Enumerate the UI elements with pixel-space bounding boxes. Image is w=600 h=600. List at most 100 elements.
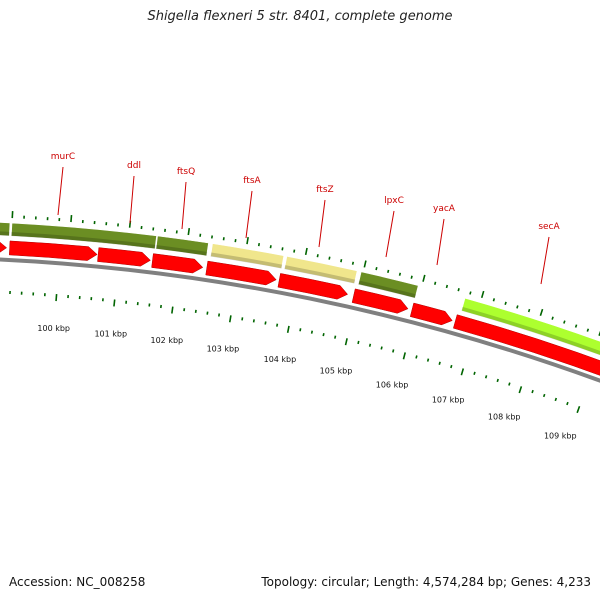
- gene-label-leader-ftsQ: [181, 181, 187, 230]
- forward-feature-shade-7: [461, 306, 600, 356]
- inner-tick: [322, 332, 325, 337]
- outer-tick: [340, 259, 343, 263]
- outer-tick: [70, 214, 73, 223]
- inner-tick: [518, 386, 523, 394]
- gene-arrow-2: [9, 240, 98, 261]
- forward-feature-shade-5: [284, 265, 356, 284]
- inner-tick: [438, 361, 441, 365]
- inner-tick: [310, 330, 314, 334]
- inner-tick: [576, 405, 581, 414]
- scale-label-106-kbp: 106 kbp: [376, 380, 409, 389]
- gene-label-leader-ftsZ: [318, 199, 326, 248]
- inner-tick: [380, 346, 383, 350]
- inner-tick: [508, 382, 511, 386]
- outer-tick: [328, 256, 331, 260]
- scale-label-103-kbp: 103 kbp: [207, 345, 240, 354]
- inner-tick: [484, 375, 488, 379]
- scale-label-104-kbp: 104 kbp: [264, 355, 297, 364]
- outer-tick: [516, 305, 519, 309]
- gene-arrow-9: [453, 314, 600, 376]
- forward-feature-2: [10, 222, 157, 250]
- outer-tick: [351, 261, 355, 265]
- inner-tick: [566, 401, 569, 406]
- backbone-arc: [0, 257, 600, 383]
- outer-tick: [469, 291, 472, 295]
- gene-arrow-6: [277, 273, 349, 300]
- gene-label-ftsA: ftsA: [243, 176, 261, 186]
- outer-tick: [433, 281, 437, 285]
- inner-tick: [392, 349, 395, 353]
- inner-tick: [241, 317, 244, 321]
- inner-tick: [450, 364, 453, 369]
- inner-tick: [473, 371, 476, 375]
- scale-label-101-kbp: 101 kbp: [94, 329, 127, 338]
- gene-label-ftsZ: ftsZ: [316, 185, 333, 195]
- forward-feature-4: [210, 243, 285, 269]
- inner-tick: [531, 389, 534, 394]
- outer-tick: [316, 254, 319, 258]
- gene-label-leader-ddl: [129, 175, 135, 224]
- gene-label-ddl: ddl: [127, 161, 141, 171]
- scale-label-107-kbp: 107 kbp: [432, 396, 465, 405]
- scale-label-102-kbp: 102 kbp: [151, 336, 184, 345]
- outer-tick: [363, 260, 367, 268]
- outer-tick: [387, 269, 390, 274]
- outer-tick: [539, 308, 544, 317]
- inner-tick: [252, 319, 255, 323]
- scale-label-100-kbp: 100 kbp: [37, 324, 70, 333]
- outer-tick: [480, 290, 485, 299]
- gene-label-lpxC: lpxC: [384, 196, 404, 206]
- inner-tick: [286, 325, 290, 333]
- inner-tick: [402, 352, 406, 360]
- outer-tick: [504, 301, 507, 305]
- gene-arrow-3: [97, 247, 151, 267]
- forward-feature-5: [284, 255, 358, 284]
- outer-tick: [422, 274, 426, 282]
- inner-tick: [299, 328, 302, 332]
- accession-text: Accession: NC_008258: [9, 575, 146, 589]
- outer-tick: [445, 284, 449, 289]
- outer-tick: [410, 275, 413, 279]
- forward-feature-1: [0, 222, 11, 237]
- inner-tick: [426, 358, 430, 362]
- forward-feature-shade-6: [358, 280, 416, 299]
- genome-stats-text: Topology: circular; Length: 4,574,284 bp…: [261, 575, 591, 589]
- outer-tick: [246, 237, 249, 245]
- inner-tick: [113, 299, 116, 307]
- gene-arrow-1: [0, 241, 8, 253]
- inner-tick: [460, 368, 465, 376]
- inner-tick: [55, 294, 58, 302]
- forward-feature-3: [155, 235, 209, 257]
- gene-label-yacA: yacA: [433, 204, 456, 214]
- outer-tick: [563, 320, 566, 324]
- scale-label-109-kbp: 109 kbp: [544, 432, 577, 441]
- outer-tick: [304, 247, 308, 256]
- gene-arrow-8: [409, 302, 453, 326]
- outer-tick: [269, 245, 272, 249]
- forward-feature-shade-3: [155, 244, 208, 256]
- gene-arrow-4: [151, 253, 204, 274]
- inner-tick: [496, 378, 499, 383]
- inner-tick: [344, 338, 348, 346]
- outer-tick: [492, 298, 496, 302]
- forward-feature-shade-1: [0, 231, 10, 236]
- inner-tick: [228, 315, 232, 323]
- forward-feature-7: [461, 297, 600, 356]
- gene-label-murC: murC: [51, 152, 75, 162]
- inner-tick: [334, 335, 337, 339]
- outer-tick: [527, 308, 531, 313]
- gene-label-secA: secA: [538, 222, 560, 232]
- gene-label-leader-lpxC: [385, 210, 395, 258]
- forward-feature-shade-2: [11, 232, 156, 249]
- inner-tick: [368, 343, 372, 347]
- scale-label-108-kbp: 108 kbp: [488, 413, 521, 422]
- outer-tick: [375, 266, 378, 271]
- inner-tick: [264, 321, 267, 325]
- inner-tick: [415, 355, 418, 359]
- gene-arrow-7: [351, 288, 409, 314]
- gene-label-leader-ftsA: [245, 190, 253, 239]
- outer-tick: [281, 247, 284, 251]
- outer-tick: [598, 330, 600, 336]
- scale-label-105-kbp: 105 kbp: [320, 367, 353, 376]
